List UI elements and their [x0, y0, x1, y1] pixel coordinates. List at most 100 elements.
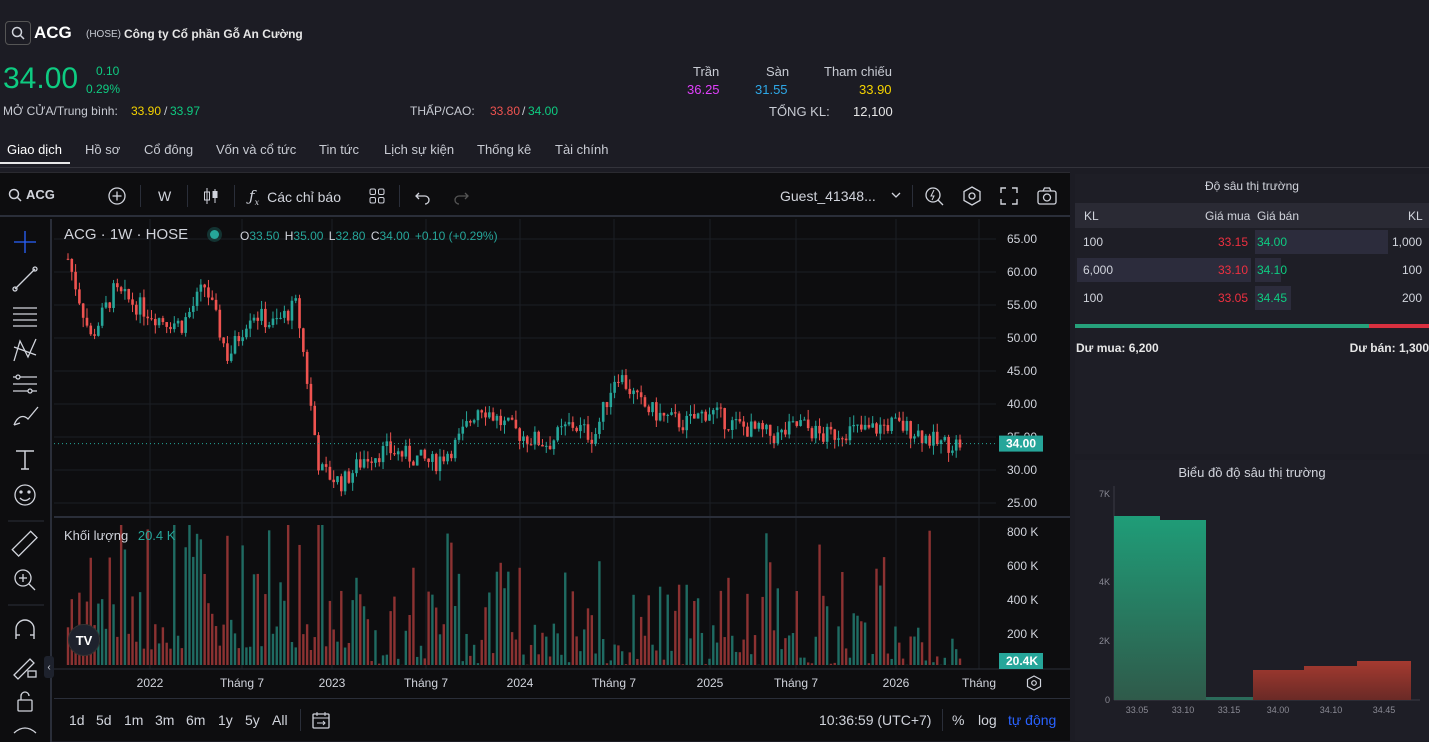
volume-bar [625, 664, 627, 665]
tab-trading[interactable]: Giao dịch [7, 142, 62, 157]
volume-bar [124, 550, 126, 665]
chevron-down-icon[interactable] [890, 189, 902, 201]
fib-retracement-icon[interactable] [13, 308, 37, 326]
percent-toggle[interactable]: % [952, 712, 964, 728]
range-1y[interactable]: 1y [218, 712, 233, 728]
collapse-toolbar-button[interactable]: ‹ [44, 656, 54, 678]
candle-body [499, 416, 502, 425]
lock-icon[interactable] [18, 692, 32, 711]
candle-body [458, 434, 461, 440]
eye-icon[interactable] [14, 728, 36, 733]
redo-icon [452, 187, 470, 205]
candle-body [108, 302, 111, 308]
layout-button[interactable] [368, 187, 386, 205]
tab-shareholders[interactable]: Cổ đông [144, 142, 193, 157]
goto-date-button[interactable] [311, 710, 331, 730]
candle-body [120, 287, 123, 291]
tab-news[interactable]: Tin tức [319, 142, 359, 157]
fullscreen-icon [999, 186, 1019, 206]
emoji-icon[interactable] [15, 485, 35, 505]
candle-body [731, 420, 734, 430]
compare-button[interactable] [107, 186, 127, 206]
search-button[interactable] [5, 21, 31, 45]
clock[interactable]: 10:36:59 (UTC+7) [819, 712, 931, 728]
volume-bar [389, 611, 391, 665]
text-icon[interactable] [16, 451, 34, 469]
user-menu[interactable]: Guest_41348... [780, 188, 876, 204]
volume-bar [598, 561, 600, 665]
pattern-icon[interactable] [14, 339, 36, 361]
magnet-icon[interactable] [16, 620, 34, 639]
chart-type-button[interactable] [201, 186, 221, 206]
volume-bar [826, 606, 828, 665]
candle-body [940, 440, 943, 444]
tab-financials[interactable]: Tài chính [555, 142, 608, 157]
volume-bar [841, 572, 843, 665]
candle-body [230, 354, 233, 361]
range-1m[interactable]: 1m [124, 712, 143, 728]
candle-body [211, 298, 214, 300]
bid-depth-area [1114, 516, 1206, 700]
volume-bar [439, 634, 441, 665]
range-1d[interactable]: 1d [69, 712, 85, 728]
zoom-in-icon[interactable] [15, 570, 35, 590]
volume-bar [651, 645, 653, 665]
brush-icon[interactable] [14, 407, 38, 425]
candle-body [427, 459, 430, 462]
volume-bar [746, 594, 748, 665]
interval-button[interactable]: W [158, 188, 171, 204]
candle-body [602, 402, 605, 422]
range-5d[interactable]: 5d [96, 712, 112, 728]
ruler-icon[interactable] [12, 531, 37, 556]
redo-button[interactable] [452, 187, 470, 205]
volume-value: 12,100 [853, 104, 893, 119]
candle-body [856, 425, 859, 426]
tab-profile[interactable]: Hồ sơ [85, 142, 120, 157]
undo-button[interactable] [414, 187, 432, 205]
volume-bar [321, 525, 323, 665]
axis-settings-button[interactable] [1026, 675, 1042, 694]
candle-body [298, 298, 301, 328]
screenshot-button[interactable] [1036, 186, 1058, 206]
volume-bar [405, 631, 407, 665]
ask-depth-area [1253, 661, 1411, 700]
tab-events[interactable]: Lịch sự kiện [384, 142, 454, 157]
volume-bar [162, 627, 164, 665]
candle-body [518, 428, 521, 441]
indicators-button[interactable]: ƒx Các chỉ báo [249, 187, 341, 207]
candle-body [294, 298, 297, 301]
candle-body [894, 418, 897, 419]
candle-body [310, 384, 313, 406]
candle-body [124, 289, 127, 291]
symbol-search-button[interactable]: ACG [8, 187, 55, 202]
tab-statistics[interactable]: Thống kê [477, 142, 531, 157]
pencil-lock-icon[interactable] [14, 659, 36, 679]
range-all[interactable]: All [272, 712, 288, 728]
candle-body [780, 430, 783, 433]
crosshair-icon[interactable] [14, 231, 36, 253]
price-chart[interactable]: 65.0060.0055.0050.0045.0040.0035.0030.00… [54, 219, 1070, 697]
candle-body [788, 421, 791, 434]
candle-body [769, 425, 772, 436]
candle-body [947, 437, 950, 453]
tab-capital-dividends[interactable]: Vốn và cổ tức [216, 142, 296, 157]
auto-toggle[interactable]: tự động [1008, 712, 1056, 728]
volume-bar [184, 547, 186, 665]
range-6m[interactable]: 6m [186, 712, 205, 728]
range-5y[interactable]: 5y [245, 712, 260, 728]
settings-button[interactable] [961, 185, 983, 207]
volume-bar [686, 585, 688, 665]
volume-bar [325, 646, 327, 665]
toolbar-symbol: ACG [26, 187, 55, 202]
candle-body [446, 454, 449, 461]
log-toggle[interactable]: log [978, 712, 997, 728]
prediction-icon[interactable] [13, 375, 37, 393]
range-3m[interactable]: 3m [155, 712, 174, 728]
candle-body [792, 421, 795, 422]
trend-line-icon[interactable] [13, 267, 37, 291]
volume-bar [131, 596, 133, 665]
volume-bar [602, 639, 604, 665]
tradingview-logo[interactable]: TV [68, 624, 100, 656]
quick-search-button[interactable] [923, 185, 945, 207]
fullscreen-button[interactable] [999, 186, 1019, 206]
